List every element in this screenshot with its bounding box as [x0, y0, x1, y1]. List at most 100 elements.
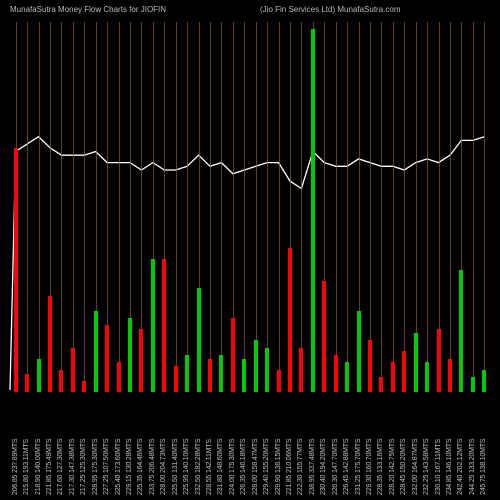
- volume-bar: [197, 288, 201, 392]
- volume-bar: [448, 359, 452, 392]
- x-tick-label: 232.50 182.28MTS: [195, 439, 202, 495]
- volume-bar: [105, 325, 109, 392]
- x-tick-label: 232.25 143.58MTS: [423, 439, 430, 495]
- price-line: [10, 22, 490, 392]
- volume-bar: [288, 248, 292, 392]
- x-tick-label: 225.40 173.60MTS: [115, 439, 122, 495]
- grid-line: [73, 22, 74, 392]
- x-tick-label: 233.75 206.48MTS: [149, 439, 156, 495]
- x-tick-label: 226.45 142.88MTS: [343, 439, 350, 495]
- x-tick-label: 228.45 150.20MTS: [400, 439, 407, 495]
- grid-line: [244, 22, 245, 392]
- volume-bar: [59, 370, 63, 392]
- title-left: MunafaSutra Money Flow Charts for JIOFIN: [10, 5, 166, 14]
- volume-bar: [231, 318, 235, 392]
- grid-line: [210, 22, 211, 392]
- volume-bar: [437, 329, 441, 392]
- x-tick-label: 225.50 131.40MTS: [172, 439, 179, 495]
- x-tick-label: 206.85 237.89MTS: [12, 439, 19, 495]
- x-tick-label: 229.90 138.15MTS: [275, 439, 282, 495]
- x-tick-label: 228.55 142.11MTS: [206, 439, 213, 495]
- x-tick-label: 221.85 175.49MTS: [46, 439, 53, 495]
- grid-line: [279, 22, 280, 392]
- x-tick-label: 232.00 164.87MTS: [412, 439, 419, 495]
- grid-line: [267, 22, 268, 392]
- x-tick-label: 221.85 210.06MTS: [286, 439, 293, 495]
- grid-line: [187, 22, 188, 392]
- volume-bar: [425, 362, 429, 392]
- volume-bar: [414, 333, 418, 392]
- x-tick-label: 229.40 155.20MTS: [263, 439, 270, 495]
- volume-bar: [174, 366, 178, 392]
- volume-bar: [242, 359, 246, 392]
- grid-line: [61, 22, 62, 392]
- x-tick-label: 228.00 158.47MTS: [252, 439, 259, 495]
- money-flow-chart: [10, 22, 490, 392]
- x-tick-label: 218.90 140.00MTS: [35, 439, 42, 495]
- x-tick-label: 231.25 175.70MTS: [355, 439, 362, 495]
- grid-line: [39, 22, 40, 392]
- grid-line: [427, 22, 428, 392]
- x-tick-label: 227.25 107.50MTS: [103, 439, 110, 495]
- volume-bar: [265, 348, 269, 392]
- x-tick-label: 229.15 130.28MTS: [126, 439, 133, 495]
- volume-bar: [277, 370, 281, 392]
- x-tick-label: 228.20 142.75MTS: [389, 439, 396, 495]
- x-tick-label: 234.85 146.10MTS: [446, 439, 453, 495]
- x-tick-label: 217.60 127.30MTS: [57, 439, 64, 495]
- volume-bar: [322, 281, 326, 392]
- x-tick-label: 230.40 194.20MTS: [320, 439, 327, 495]
- x-tick-label: 228.00 204.73MTS: [160, 439, 167, 495]
- x-tick-label: 217.25 125.30MTS: [80, 439, 87, 495]
- volume-bar: [14, 148, 18, 392]
- x-axis-labels: 206.85 237.89MTS215.80 193.11MTS218.90 1…: [10, 395, 490, 495]
- x-tick-label: 230.10 167.11MTS: [435, 439, 442, 495]
- volume-bar: [82, 381, 86, 392]
- x-tick-label: 229.30 160.70MTS: [366, 439, 373, 495]
- x-tick-label: 225.95 140.10MTS: [183, 439, 190, 495]
- grid-line: [221, 22, 222, 392]
- grid-line: [336, 22, 337, 392]
- grid-line: [370, 22, 371, 392]
- volume-bar: [25, 374, 29, 393]
- grid-line: [484, 22, 485, 392]
- volume-bar: [357, 311, 361, 392]
- volume-bar: [311, 29, 315, 392]
- volume-bar: [471, 377, 475, 392]
- grid-line: [256, 22, 257, 392]
- volume-bar: [48, 296, 52, 392]
- volume-bar: [391, 362, 395, 392]
- volume-bar: [208, 359, 212, 392]
- grid-line: [404, 22, 405, 392]
- volume-bar: [459, 270, 463, 392]
- x-tick-label: 228.35 133.16MTS: [377, 439, 384, 495]
- chart-header: MunafaSutra Money Flow Charts for JIOFIN…: [0, 5, 500, 20]
- volume-bar: [162, 259, 166, 392]
- volume-bar: [117, 362, 121, 392]
- grid-line: [176, 22, 177, 392]
- volume-bar: [254, 340, 258, 392]
- volume-bar: [151, 259, 155, 392]
- grid-line: [473, 22, 474, 392]
- volume-bar: [299, 348, 303, 392]
- grid-line: [347, 22, 348, 392]
- x-tick-label: 244.25 133.20MTS: [469, 439, 476, 495]
- grid-line: [450, 22, 451, 392]
- volume-bar: [71, 348, 75, 392]
- volume-bar: [334, 355, 338, 392]
- x-tick-label: 226.30 147.70MTS: [332, 439, 339, 495]
- x-tick-label: 245.75 138.10MTS: [480, 439, 487, 495]
- volume-bar: [482, 370, 486, 392]
- x-tick-label: 224.00 175.30MTS: [229, 439, 236, 495]
- grid-line: [381, 22, 382, 392]
- x-tick-label: 231.80 148.60MTS: [217, 439, 224, 495]
- volume-bar: [185, 355, 189, 392]
- x-tick-label: 226.35 146.18MTS: [240, 439, 247, 495]
- volume-bar: [345, 362, 349, 392]
- title-right: (Jio Fin Services Ltd) MunafaSutra.com: [260, 5, 401, 14]
- volume-bar: [94, 311, 98, 392]
- volume-bar: [219, 355, 223, 392]
- x-tick-label: 242.40 202.12MTS: [457, 439, 464, 495]
- grid-line: [84, 22, 85, 392]
- volume-bar: [368, 340, 372, 392]
